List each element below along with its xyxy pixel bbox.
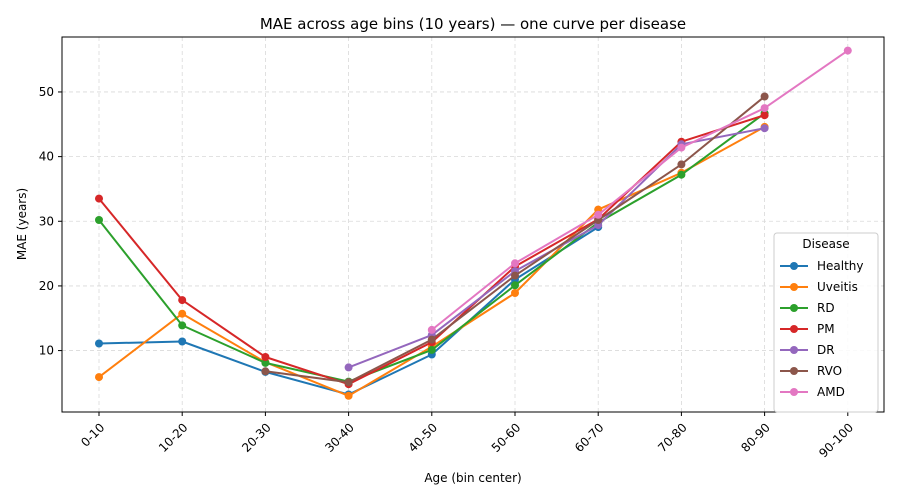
data-point <box>95 216 103 224</box>
x-tick-label: 60-70 <box>572 420 607 455</box>
legend-entry: Uveitis <box>780 280 858 294</box>
legend-swatch-marker <box>790 346 798 354</box>
grid-lines <box>62 37 884 412</box>
data-point <box>677 143 686 152</box>
legend-swatch-marker <box>790 325 798 333</box>
data-point <box>511 271 519 280</box>
data-point <box>178 309 187 318</box>
data-point <box>178 337 187 346</box>
legend-swatch-marker <box>790 283 798 291</box>
data-point <box>760 111 769 120</box>
data-point <box>760 124 769 133</box>
y-tick-label: 40 <box>39 150 54 164</box>
legend-label: PM <box>817 322 835 336</box>
legend-swatch-marker <box>790 388 798 396</box>
data-point <box>511 259 519 268</box>
data-point <box>427 325 436 334</box>
data-point <box>511 289 519 297</box>
x-tick-label: 30-40 <box>322 420 357 455</box>
data-point <box>760 104 769 113</box>
data-point <box>95 373 103 382</box>
x-tick-label: 90-100 <box>816 420 856 460</box>
legend-label: DR <box>817 343 835 357</box>
data-point <box>261 353 270 361</box>
data-point <box>344 378 353 387</box>
legend-title: Disease <box>802 237 849 251</box>
x-axis-label: Age (bin center) <box>424 471 521 485</box>
legend-entry: AMD <box>780 385 845 399</box>
legend-box <box>773 232 879 413</box>
legend-label: Healthy <box>817 259 864 273</box>
data-point <box>95 194 103 203</box>
x-tick-label: 80-90 <box>738 420 773 455</box>
y-tick-label: 10 <box>39 344 54 358</box>
data-point <box>95 339 103 348</box>
data-point <box>344 391 353 400</box>
x-tick-label: 0-10 <box>78 420 107 449</box>
data-point <box>427 335 436 344</box>
data-point <box>843 46 852 55</box>
y-tick-label: 50 <box>39 85 54 99</box>
legend-swatch-marker <box>790 304 798 312</box>
y-axis: 10 20 30 40 50 <box>39 85 62 358</box>
legend-entry: DR <box>780 343 835 357</box>
data-point <box>594 210 603 219</box>
series-amd <box>427 46 852 334</box>
legend-entry: RVO <box>780 364 842 378</box>
legend-label: RVO <box>817 364 842 378</box>
legend-entry: Healthy <box>780 259 864 273</box>
data-point <box>677 170 686 179</box>
data-point <box>261 358 270 367</box>
x-axis: 0-10 10-20 20-30 30-40 40-50 50-60 60-70 70-80 8… <box>78 412 856 460</box>
data-point <box>511 281 519 290</box>
data-point <box>178 296 187 305</box>
legend-label: Uveitis <box>817 280 858 294</box>
legend-swatch-marker <box>790 367 798 375</box>
legend-entry: RD <box>780 301 835 315</box>
x-tick-label: 50-60 <box>489 420 524 455</box>
x-tick-label: 70-80 <box>655 420 690 455</box>
plot-area-frame <box>61 36 885 413</box>
legend-label: RD <box>817 301 835 315</box>
legend-label: AMD <box>817 385 845 399</box>
data-point <box>760 92 769 101</box>
data-point <box>178 321 187 330</box>
x-tick-label: 20-30 <box>239 420 274 455</box>
data-point <box>427 345 436 354</box>
series-rvo <box>261 92 769 387</box>
y-axis-label: MAE (years) <box>15 188 29 260</box>
series-layer <box>95 46 852 400</box>
x-tick-label: 40-50 <box>406 420 441 455</box>
y-tick-label: 30 <box>39 214 54 228</box>
data-point <box>344 363 353 372</box>
series-line <box>431 49 849 331</box>
chart-title: MAE across age bins (10 years) — one cur… <box>260 15 686 33</box>
legend-swatch-marker <box>790 262 798 270</box>
legend-entry: PM <box>780 322 835 336</box>
y-tick-label: 20 <box>39 279 54 293</box>
x-tick-label: 10-20 <box>156 420 191 455</box>
data-point <box>677 160 686 169</box>
data-point <box>261 367 270 376</box>
legend: Disease Healthy Uveitis RD PM DR RVO AMD <box>773 232 879 413</box>
